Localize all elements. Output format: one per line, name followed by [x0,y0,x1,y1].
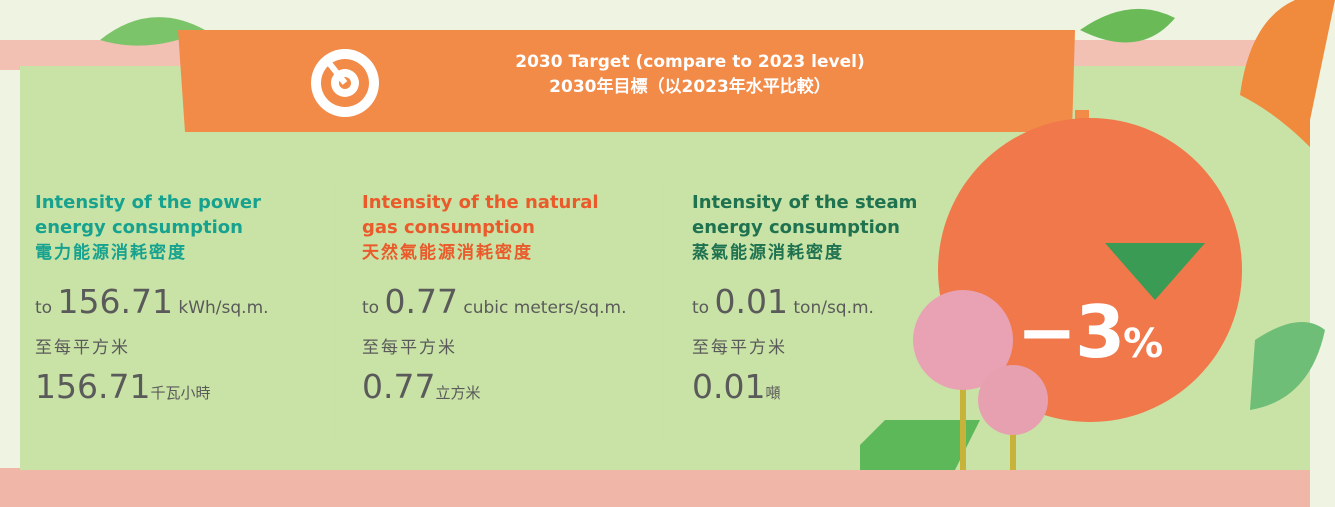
prefix-en: to [35,298,52,318]
metric-line-zh: 156.71千瓦小時 [35,366,325,414]
value-zh: 156.71 [35,367,150,406]
unit-zh: 立方米 [435,384,480,402]
value-zh: 0.01 [692,367,765,406]
metric-title-en: Intensity of the power energy consumptio… [35,190,295,240]
banner-title-en: 2030 Target (compare to 2023 level) [380,50,1000,75]
banner-title-zh: 2030年目標（以2023年水平比較） [380,75,1000,100]
prefix-zh: 至每平方米 [35,330,325,366]
prefix-en: to [692,298,709,318]
badge: −3% [960,290,1220,374]
value-en: 156.71 [57,282,172,321]
infographic: 2030 Target (compare to 2023 level) 2030… [0,0,1335,507]
metric-line-zh: 0.77立方米 [362,366,652,414]
metric-title-zh: 蒸氣能源消耗密度 [692,240,982,266]
metric-line-zh: 0.01噸 [692,366,982,414]
badge-unit: % [1123,321,1163,367]
metric-line-en: to 156.71 kWh/sq.m. [35,280,325,330]
metric-title-en: Intensity of the natural gas consumption [362,190,622,240]
value-en: 0.01 [714,282,787,321]
metric-title-zh: 電力能源消耗密度 [35,240,325,266]
prefix-en: to [362,298,379,318]
unit-en: cubic meters/sq.m. [463,298,626,318]
banner: 2030 Target (compare to 2023 level) 2030… [380,50,1000,100]
unit-en: kWh/sq.m. [178,298,268,318]
unit-zh: 千瓦小時 [150,384,210,402]
unit-en: ton/sq.m. [793,298,874,318]
metric-line-en: to 0.77 cubic meters/sq.m. [362,280,652,330]
prefix-zh: 至每平方米 [362,330,652,366]
value-en: 0.77 [384,282,457,321]
divider [335,178,336,446]
metric: Intensity of the steam energy consumptio… [692,190,982,414]
value-zh: 0.77 [362,367,435,406]
prefix-zh: 至每平方米 [692,330,982,366]
metric: Intensity of the natural gas consumption… [362,190,652,414]
unit-zh: 噸 [765,384,780,402]
metric-line-en: to 0.01 ton/sq.m. [692,280,982,330]
metric: Intensity of the power energy consumptio… [35,190,325,414]
metric-title-zh: 天然氣能源消耗密度 [362,240,652,266]
badge-value: −3 [1017,290,1123,374]
divider [663,178,664,446]
metric-title-en: Intensity of the steam energy consumptio… [692,190,952,240]
